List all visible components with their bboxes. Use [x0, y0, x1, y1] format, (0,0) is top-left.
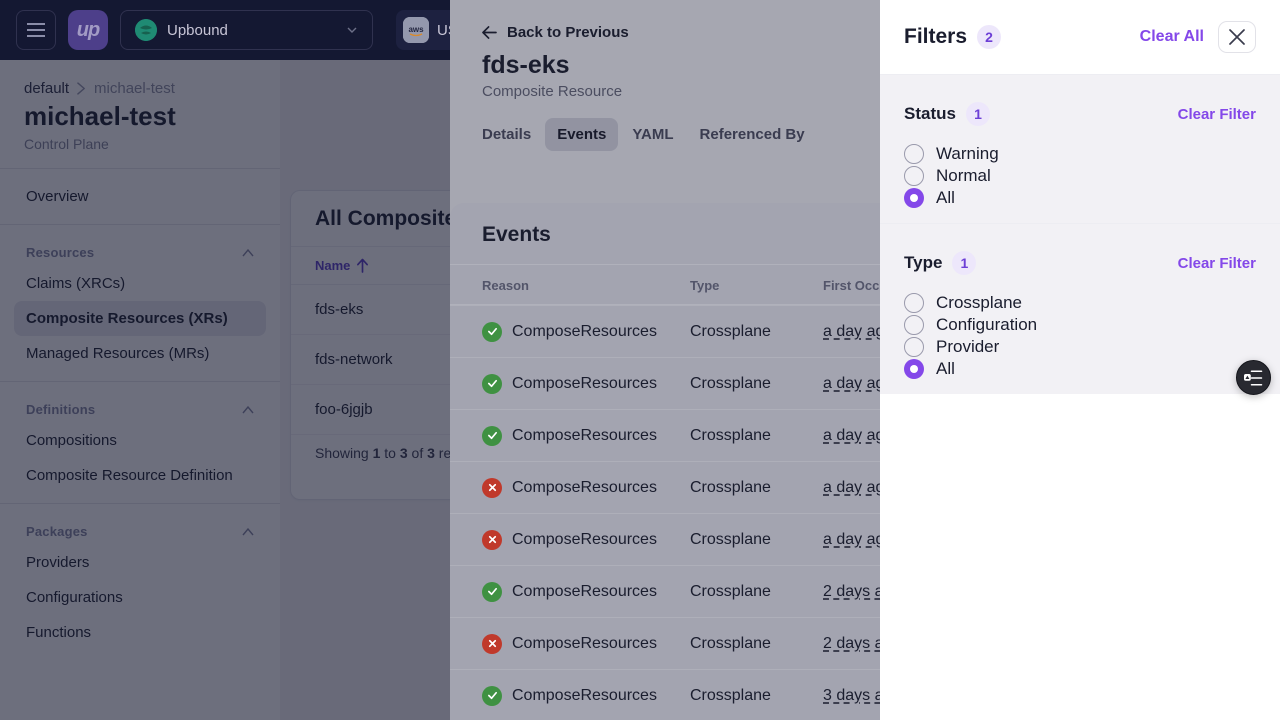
svg-text:aws: aws — [408, 25, 424, 34]
